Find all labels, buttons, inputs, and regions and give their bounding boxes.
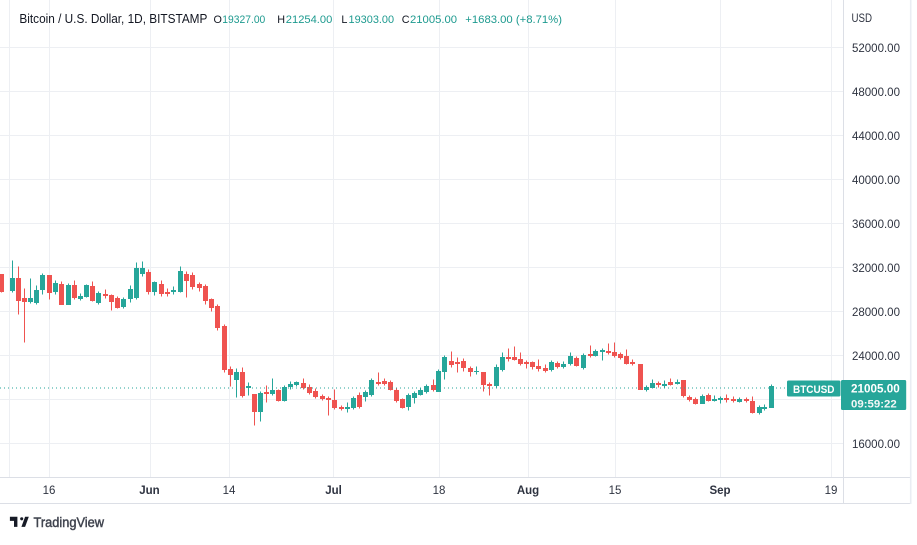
svg-text:Sep: Sep bbox=[709, 485, 730, 497]
svg-text:L: L bbox=[341, 14, 347, 26]
svg-text:Jul: Jul bbox=[325, 485, 342, 497]
svg-text:19327.00: 19327.00 bbox=[222, 14, 265, 26]
svg-text:21005.00: 21005.00 bbox=[851, 383, 900, 395]
svg-text:40000.00: 40000.00 bbox=[852, 175, 900, 187]
svg-text:36000.00: 36000.00 bbox=[852, 219, 900, 231]
svg-text:H: H bbox=[277, 14, 285, 26]
svg-text:44000.00: 44000.00 bbox=[852, 131, 900, 143]
svg-text:16: 16 bbox=[43, 485, 56, 497]
svg-text:32000.00: 32000.00 bbox=[852, 263, 900, 275]
svg-text:16000.00: 16000.00 bbox=[852, 439, 900, 451]
svg-text:21005.00: 21005.00 bbox=[410, 14, 457, 26]
svg-text:O: O bbox=[214, 14, 222, 26]
svg-text:19303.00: 19303.00 bbox=[349, 14, 395, 26]
svg-text:52000.00: 52000.00 bbox=[852, 43, 900, 55]
svg-text:19: 19 bbox=[825, 485, 838, 497]
svg-text:BTCUSD: BTCUSD bbox=[793, 384, 835, 396]
svg-text:15: 15 bbox=[609, 485, 622, 497]
svg-text:14: 14 bbox=[223, 485, 236, 497]
svg-text:TradingView: TradingView bbox=[34, 515, 105, 530]
svg-text:USD: USD bbox=[852, 13, 873, 25]
svg-text:18: 18 bbox=[433, 485, 446, 497]
svg-text:C: C bbox=[402, 14, 410, 26]
svg-text:28000.00: 28000.00 bbox=[852, 307, 900, 319]
svg-text:+1683.00 (+8.71%): +1683.00 (+8.71%) bbox=[465, 14, 562, 26]
svg-text:24000.00: 24000.00 bbox=[852, 351, 900, 363]
svg-text:Aug: Aug bbox=[517, 485, 539, 497]
svg-text:09:59:22: 09:59:22 bbox=[851, 398, 897, 410]
svg-text:48000.00: 48000.00 bbox=[852, 87, 900, 99]
svg-text:21254.00: 21254.00 bbox=[286, 14, 333, 26]
svg-text:Bitcoin / U.S. Dollar, 1D, BIT: Bitcoin / U.S. Dollar, 1D, BITSTAMP bbox=[19, 12, 207, 26]
svg-text:Jun: Jun bbox=[139, 485, 159, 497]
